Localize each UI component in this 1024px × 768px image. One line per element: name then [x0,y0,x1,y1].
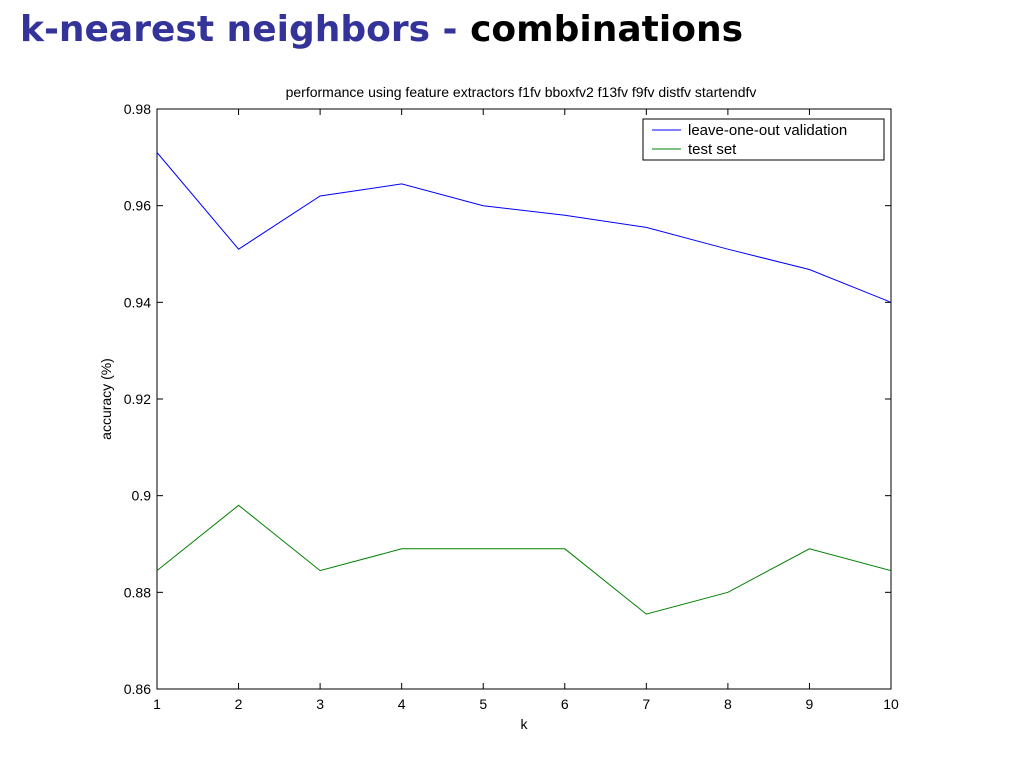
x-tick-label: 5 [479,696,487,712]
x-tick-label: 6 [561,696,569,712]
x-tick-label: 4 [398,696,406,712]
y-tick-label: 0.96 [124,198,151,214]
x-axis-label: k [521,716,529,732]
slide-title-sub: combinations [470,9,744,50]
y-tick-label: 0.94 [124,294,151,310]
x-tick-label: 1 [153,696,161,712]
plot-area [156,108,892,690]
axis-ticks: 1 2 3 4 5 6 7 8 9 10 0.86 0.88 0.9 0.92 0.94 0.96 0.98 [124,101,899,712]
x-tick-label: 9 [806,696,814,712]
y-tick-label: 0.9 [132,488,152,504]
chart-title: performance using feature extractors f1f… [286,84,757,100]
x-tick-label: 3 [316,696,324,712]
y-tick-label: 0.98 [124,101,151,117]
x-tick-label: 2 [235,696,243,712]
x-tick-label: 10 [883,696,899,712]
legend: leave-one-out validation test set [642,118,885,161]
x-tick-label: 8 [724,696,732,712]
legend-entry-label: leave-one-out validation [688,122,847,139]
slide-title: k-nearest neighbors - combinations [20,6,743,54]
slide-title-main: k-nearest neighbors - [20,9,458,50]
y-tick-label: 0.92 [124,391,151,407]
y-tick-label: 0.86 [124,681,151,697]
series-layer [156,152,892,615]
series-line-test-set [156,504,892,615]
y-tick-label: 0.88 [124,584,151,600]
series-line-leave-one-out [156,152,892,303]
x-tick-label: 7 [642,696,650,712]
legend-entry-label: test set [688,141,737,158]
y-axis-label: accuracy (%) [98,358,114,440]
legend-box [642,118,885,161]
